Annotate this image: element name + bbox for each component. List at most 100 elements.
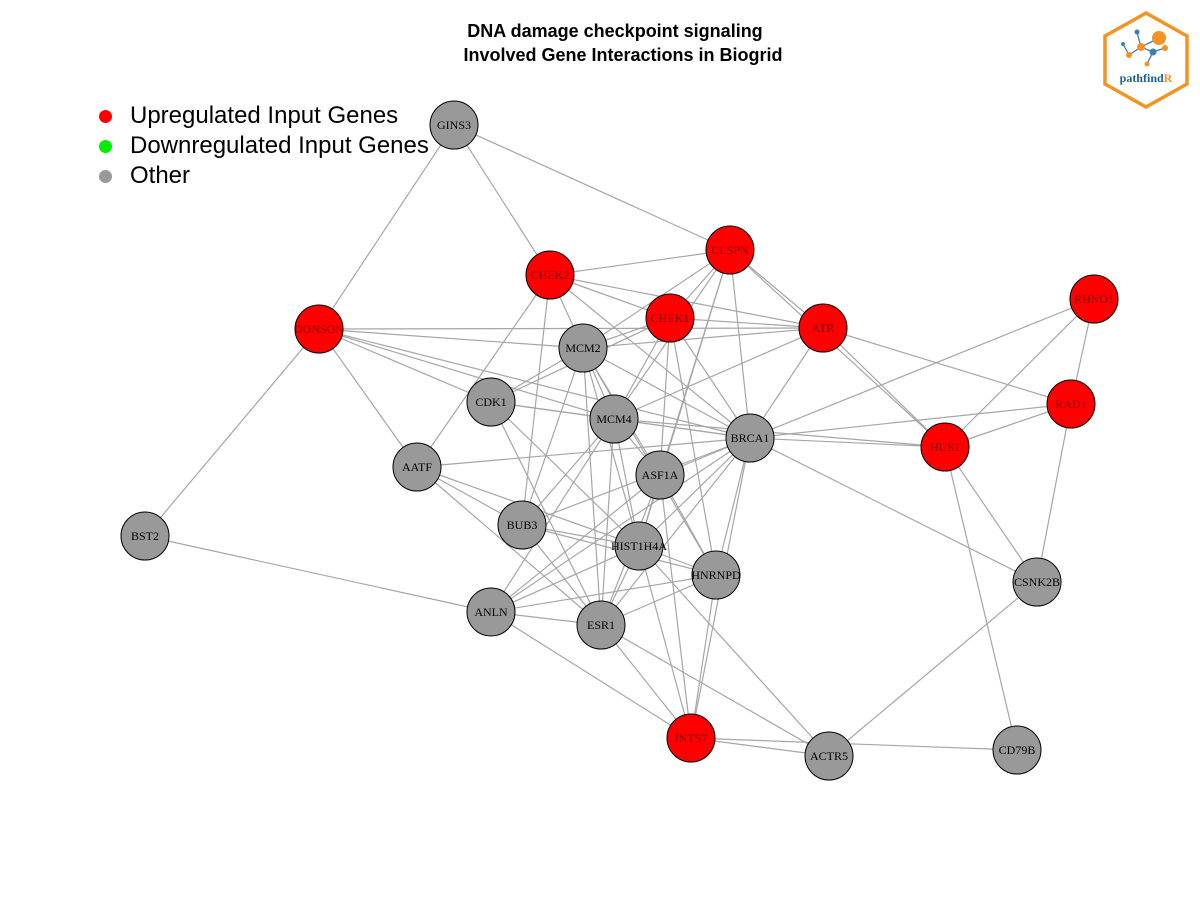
node-circle-aatf — [392, 442, 442, 492]
node-label-brca1: BRCA1 — [731, 431, 770, 445]
edge-chek2-brca1 — [549, 274, 751, 439]
node-label-atr: ATR — [812, 321, 835, 335]
legend: Upregulated Input Genes Downregulated In… — [96, 101, 429, 191]
edge-chek2-aatf — [416, 274, 551, 468]
edge-mcm2-hist1h4a — [582, 347, 640, 547]
node-label-actr5: ACTR5 — [810, 749, 848, 763]
node-label-donson: DONSON — [294, 322, 344, 336]
edge-clspn-hus1 — [729, 249, 946, 448]
node-label-csnk2b: CSNK2B — [1014, 575, 1060, 589]
node-label-gins3: GINS3 — [437, 118, 471, 132]
edge-ints7-cd79b — [690, 737, 1018, 751]
node-circle-clspn — [705, 225, 755, 275]
edge-actr5-csnk2b — [828, 581, 1038, 757]
edge-hnrnpd-ints7 — [690, 574, 717, 739]
node-circle-cd79b — [992, 725, 1042, 775]
node-circle-rad1 — [1046, 379, 1096, 429]
node-label-asf1a: ASF1A — [642, 468, 679, 482]
edge-hist1h4a-anln — [490, 545, 640, 613]
node-label-bst2: BST2 — [131, 529, 159, 543]
edge-gins3-donson — [318, 124, 455, 330]
edge-asf1a-anln — [490, 474, 661, 613]
edge-esr1-actr5 — [600, 624, 830, 757]
figure-title: DNA damage checkpoint signaling — [467, 21, 763, 41]
edge-mcm4-esr1 — [600, 418, 615, 626]
edge-rad1-brca1 — [749, 403, 1072, 439]
edge-hus1-brca1 — [749, 437, 946, 448]
node-circle-hus1 — [920, 422, 970, 472]
node-label-bub3: BUB3 — [507, 518, 538, 532]
node-circle-anln — [466, 587, 516, 637]
edge-chek2-bub3 — [521, 274, 551, 526]
node-gins3: GINS3 — [429, 100, 479, 150]
node-label-chek1: CHEK1 — [651, 311, 690, 325]
node-chek2: CHEK2 — [525, 250, 575, 300]
edge-rhno1-brca1 — [749, 298, 1095, 439]
legend-dot-upregulated — [99, 109, 112, 123]
node-aatf: AATF — [392, 442, 442, 492]
node-circle-brca1 — [725, 413, 775, 463]
node-cd79b: CD79B — [992, 725, 1042, 775]
node-circle-bub3 — [497, 500, 547, 550]
node-anln: ANLN — [466, 587, 516, 637]
edge-asf1a-ints7 — [659, 474, 692, 739]
edge-chek1-atr — [669, 317, 824, 329]
edge-donson-mcm2 — [318, 328, 584, 349]
edge-atr-mcm4 — [613, 327, 824, 420]
node-label-mcm4: MCM4 — [596, 412, 631, 426]
edge-donson-mcm4 — [318, 328, 615, 420]
edge-hus1-mcm4 — [613, 418, 946, 448]
edge-mcm2-bub3 — [521, 347, 584, 526]
legend-label-upregulated: Upregulated Input Genes — [130, 102, 399, 129]
legend-item-other: Other — [96, 161, 429, 191]
node-label-hnrnpd: HNRNPD — [691, 568, 741, 582]
node-circle-atr — [798, 303, 848, 353]
node-label-aatf: AATF — [402, 460, 432, 474]
edge-cdk1-hist1h4a — [490, 401, 640, 547]
legend-label-downregulated: Downregulated Input Genes — [130, 132, 429, 159]
node-circle-mcm2 — [558, 323, 608, 373]
legend-dot-other — [99, 169, 112, 183]
node-layer: GINS3 CHEK2 CLSPN RHNO1 DONSON CHEK1 ATR MCM2 RA… — [120, 100, 1119, 781]
node-circle-donson — [294, 304, 344, 354]
edge-brca1-bub3 — [521, 437, 751, 526]
node-chek1: CHEK1 — [645, 293, 695, 343]
edge-rhno1-hus1 — [944, 298, 1095, 448]
legend-dot-downregulated — [99, 139, 112, 153]
node-circle-bst2 — [120, 511, 170, 561]
node-rhno1: RHNO1 — [1069, 274, 1119, 324]
edge-mcm2-esr1 — [582, 347, 602, 626]
edge-hus1-csnk2b — [944, 446, 1038, 583]
node-label-mcm2: MCM2 — [565, 341, 600, 355]
node-label-clspn: CLSPN — [711, 243, 749, 257]
node-circle-cdk1 — [466, 377, 516, 427]
edge-mcm2-brca1 — [582, 347, 751, 439]
node-circle-mcm4 — [589, 394, 639, 444]
node-circle-chek1 — [645, 293, 695, 343]
node-mcm4: MCM4 — [589, 394, 639, 444]
node-actr5: ACTR5 — [804, 731, 854, 781]
edge-gins3-clspn — [453, 124, 731, 251]
node-hist1h4a: HIST1H4A — [611, 521, 667, 571]
node-circle-rhno1 — [1069, 274, 1119, 324]
node-circle-hnrnpd — [691, 550, 741, 600]
edge-brca1-anln — [490, 437, 751, 613]
edge-hnrnpd-anln — [490, 574, 717, 613]
node-label-cd79b: CD79B — [999, 743, 1036, 757]
node-esr1: ESR1 — [576, 600, 626, 650]
edge-donson-cdk1 — [318, 328, 492, 403]
node-label-chek2: CHEK2 — [531, 268, 570, 282]
edge-clspn-brca1 — [729, 249, 751, 439]
edge-donson-brca1 — [318, 328, 751, 439]
node-ints7: INTS7 — [666, 713, 716, 763]
node-label-hus1: HUS1 — [930, 440, 960, 454]
edge-chek1-hnrnpd — [669, 317, 717, 576]
node-hnrnpd: HNRNPD — [691, 550, 741, 600]
node-donson: DONSON — [294, 304, 344, 354]
node-circle-ints7 — [666, 713, 716, 763]
edge-anln-ints7 — [490, 611, 692, 739]
legend-label-other: Other — [130, 162, 191, 189]
pathfindr-logo: pathfindR — [1103, 10, 1189, 110]
